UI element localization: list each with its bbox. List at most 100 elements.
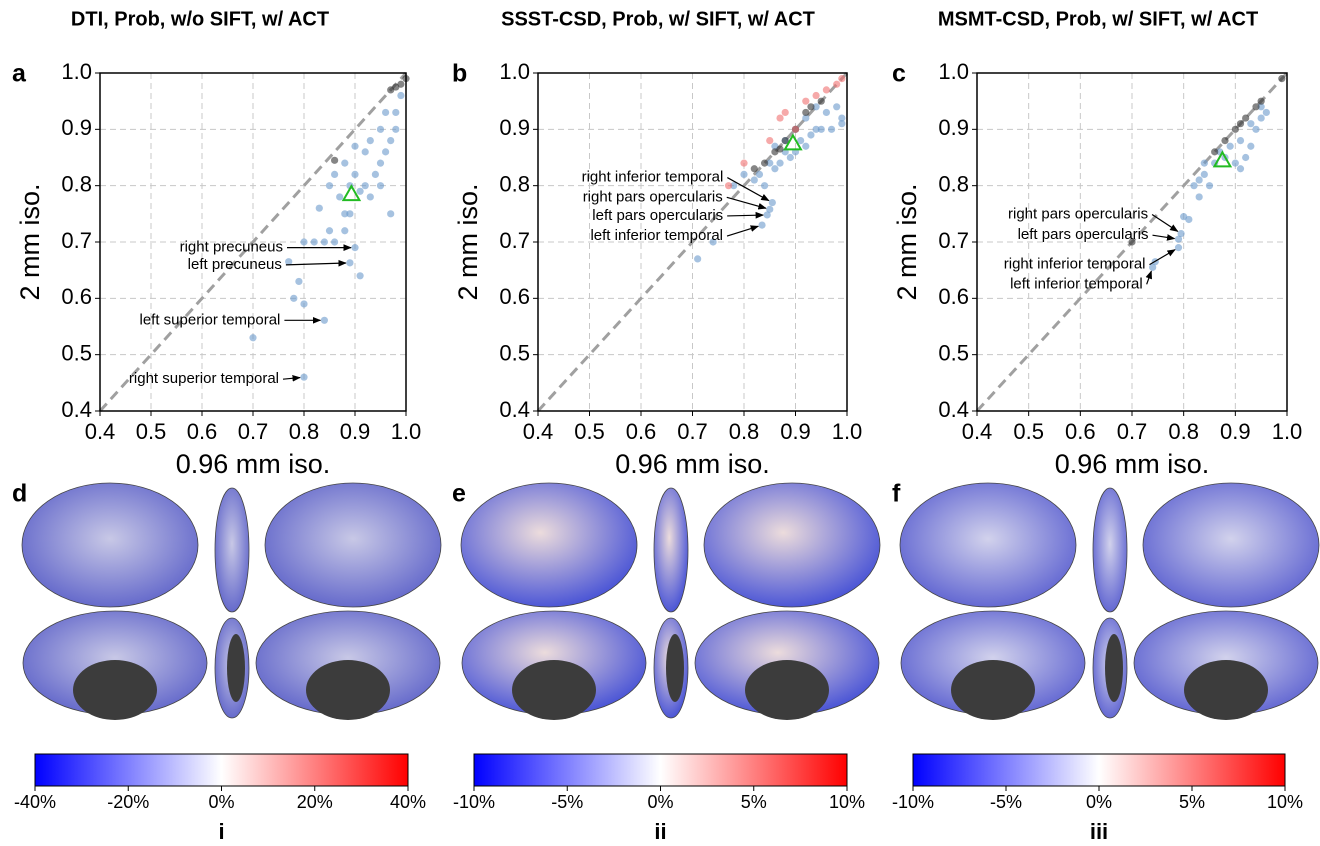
point: [750, 165, 758, 173]
x-tick-label: -5%: [990, 792, 1022, 812]
point: [325, 182, 334, 190]
annotation: left inferior temporal: [1010, 275, 1143, 292]
y-axis-label: 2 mm iso.: [15, 183, 45, 300]
point: [833, 80, 841, 88]
x-tick-label: -40%: [14, 792, 56, 812]
y-axis-label: 2 mm iso.: [892, 183, 922, 300]
point: [812, 125, 820, 133]
point: [766, 205, 774, 213]
point: [356, 187, 364, 195]
point: [331, 238, 339, 246]
point: [341, 210, 349, 218]
x-tick-label: 0.6: [626, 419, 657, 444]
point: [1128, 238, 1136, 246]
x-tick-label: 0.5: [574, 419, 605, 444]
point: [838, 75, 846, 83]
y-tick-label: 0.7: [61, 228, 92, 253]
point: [1257, 103, 1265, 111]
point: [376, 125, 385, 133]
y-tick-label: 0.4: [938, 397, 969, 422]
point: [397, 91, 405, 100]
y-tick-label: 0.6: [499, 284, 530, 309]
annotation-arrow: [1152, 234, 1176, 241]
point: [786, 153, 794, 162]
annotation-arrow: [727, 211, 765, 219]
point: [382, 148, 390, 156]
annotation: right inferior temporal: [1004, 256, 1146, 273]
point: [817, 125, 825, 133]
y-axis-label: 2 mm iso.: [453, 183, 483, 300]
point: [351, 244, 359, 252]
point: [290, 294, 298, 302]
point: [740, 170, 748, 178]
x-tick-label: 0.6: [187, 419, 218, 444]
annotation: left precuneus: [188, 256, 282, 273]
point: [817, 97, 825, 105]
x-tick-label: 0.8: [289, 419, 320, 444]
annotation-arrow: [282, 374, 301, 382]
x-tick-label: 0.4: [523, 419, 554, 444]
point: [285, 258, 293, 266]
plot-frame: [99, 72, 407, 412]
x-tick-label: 10%: [1267, 792, 1303, 812]
x-tick-label: 10%: [829, 792, 865, 812]
point: [1262, 108, 1270, 117]
point: [768, 198, 776, 207]
annotation-arrow: [726, 196, 767, 210]
point: [776, 114, 784, 122]
point: [387, 137, 395, 145]
annotation: left superior temporal: [139, 311, 280, 328]
y-tick-label: 0.4: [499, 397, 530, 422]
brain-lateral-left: [899, 482, 1077, 608]
brain-medial-center: [73, 660, 157, 720]
point: [341, 227, 349, 235]
y-tick-label: 1.0: [61, 59, 92, 84]
point: [351, 142, 359, 150]
x-axis-label: 0.96 mm iso.: [1055, 449, 1210, 479]
annotation-arrow: [1151, 214, 1179, 232]
x-tick-label: 0.8: [1168, 419, 1199, 444]
point: [1257, 97, 1265, 105]
x-tick-label: 1.0: [1272, 419, 1303, 444]
x-tick-label: 0%: [1086, 792, 1112, 812]
point: [315, 204, 323, 212]
brain-lateral-right: [1142, 482, 1320, 608]
x-tick-label: 0.7: [1117, 419, 1148, 444]
point: [387, 86, 395, 94]
point: [758, 221, 766, 229]
point: [822, 86, 831, 94]
annotation-arrow: [727, 177, 770, 202]
brain-lateral-left: [21, 482, 199, 608]
panel-label: f: [892, 480, 901, 508]
y-tick-label: 1.0: [499, 59, 530, 84]
point: [295, 277, 303, 286]
x-tick-label: 0.5: [136, 419, 167, 444]
x-tick-label: 0%: [208, 792, 234, 812]
point: [1231, 159, 1239, 167]
point: [300, 238, 308, 246]
point: [766, 137, 774, 145]
point: [694, 255, 702, 263]
y-tick-label: 0.9: [938, 115, 969, 140]
colorbar: [912, 753, 1286, 787]
brain-ventral-center: [666, 634, 684, 702]
y-tick-label: 0.9: [499, 115, 530, 140]
x-tick-label: 5%: [1179, 792, 1205, 812]
point: [771, 165, 779, 173]
point: [325, 227, 334, 235]
point: [1236, 137, 1245, 145]
x-tick-label: 0.7: [677, 419, 708, 444]
x-axis-label: 0.96 mm iso.: [176, 449, 331, 479]
point: [300, 373, 308, 381]
annotation: right precuneus: [180, 239, 283, 256]
point: [346, 210, 354, 218]
plot-frame: [976, 72, 1288, 412]
brain-medial-center: [1184, 660, 1268, 720]
annotation: right superior temporal: [129, 370, 279, 387]
brain-lateral-right: [703, 482, 881, 608]
x-tick-label: 20%: [297, 792, 333, 812]
point: [776, 159, 784, 167]
point: [833, 103, 841, 111]
x-tick-label: 0.6: [1065, 419, 1096, 444]
